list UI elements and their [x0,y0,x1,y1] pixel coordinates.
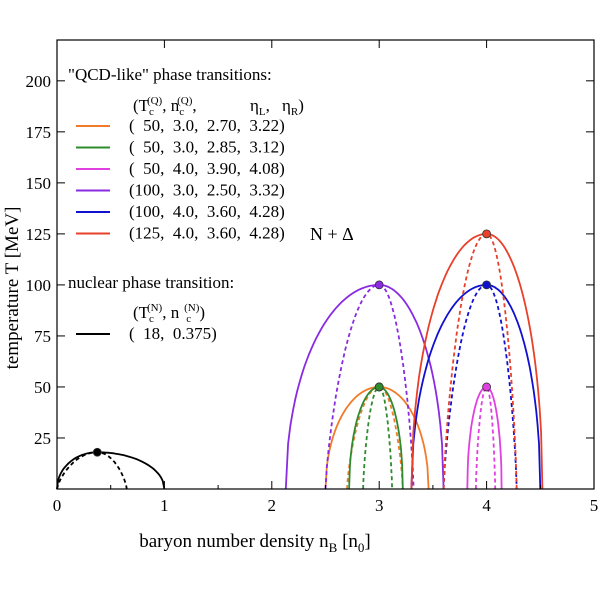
curves-layer [56,229,544,490]
y-tick-label: 75 [34,327,51,346]
y-tick-label: 50 [34,378,51,397]
critical-point [482,382,492,392]
legend-qcd-header: (Tc(Q), nc(Q), [133,95,197,118]
n-delta-label: N + Δ [310,224,354,244]
legend-nuclear-rows: ( 18, 0.375) [76,324,217,343]
legend-row-label: ( 50, 3.0, 2.70, 3.22) [129,116,285,135]
ticks-layer: 0 1 2 3 4 5 25 50 75 100 125 150 175 200 [26,40,599,515]
legend-row-label: (100, 3.0, 2.50, 3.32) [129,181,285,200]
legend-row-label: (125, 4.0, 3.60, 4.28) [129,224,285,243]
legend-qcd-title: "QCD-like" phase transitions: [68,65,272,84]
critical-point [374,280,384,290]
spinodal-curve [362,386,393,490]
y-tick-label: 100 [26,276,52,295]
spinodal-curve [442,232,518,490]
legend-row-label: ( 50, 3.0, 2.85, 3.12) [129,138,285,157]
legend-row-label: (100, 4.0, 3.60, 4.28) [129,202,285,221]
legend-eta-r: ηR) [282,96,304,118]
legend-nuclear-header: (Tc(N), n c(N)) [133,302,205,325]
x-tick-label: 2 [268,496,277,515]
x-tick-label: 3 [375,496,384,515]
y-axis-label: temperature T [MeV] [2,207,23,370]
legend-nuclear-title: nuclear phase transition: [68,273,234,292]
x-tick-label: 4 [482,496,491,515]
y-tick-label: 125 [26,225,52,244]
legend-eta-l: ηL, [250,96,270,118]
y-tick-label: 25 [34,429,51,448]
critical-point [92,447,102,457]
critical-point [482,229,492,239]
spinodal-curve [346,386,404,490]
legend-row-label: ( 18, 0.375) [129,324,217,343]
x-tick-label: 1 [160,496,169,515]
binodal-curve [348,386,404,490]
x-axis-label: baryon number density nB [n0] [139,531,371,555]
x-tick-label: 0 [53,496,62,515]
y-tick-label: 150 [26,174,52,193]
y-tick-label: 175 [26,123,52,142]
legend-row-label: ( 50, 4.0, 3.90, 4.08) [129,159,285,178]
spinodal-curve [475,386,497,490]
critical-point [482,280,492,290]
legend-qcd-rows: ( 50, 3.0, 2.70, 3.22) ( 50, 3.0, 2.85, 3… [76,116,285,243]
spinodal-curve [442,283,518,490]
spinodal-curve [56,451,128,490]
y-tick-label: 200 [26,72,52,91]
critical-point [374,382,384,392]
x-tick-label: 5 [590,496,599,515]
binodal-curve [466,386,503,490]
spinodal-curve [324,283,415,490]
